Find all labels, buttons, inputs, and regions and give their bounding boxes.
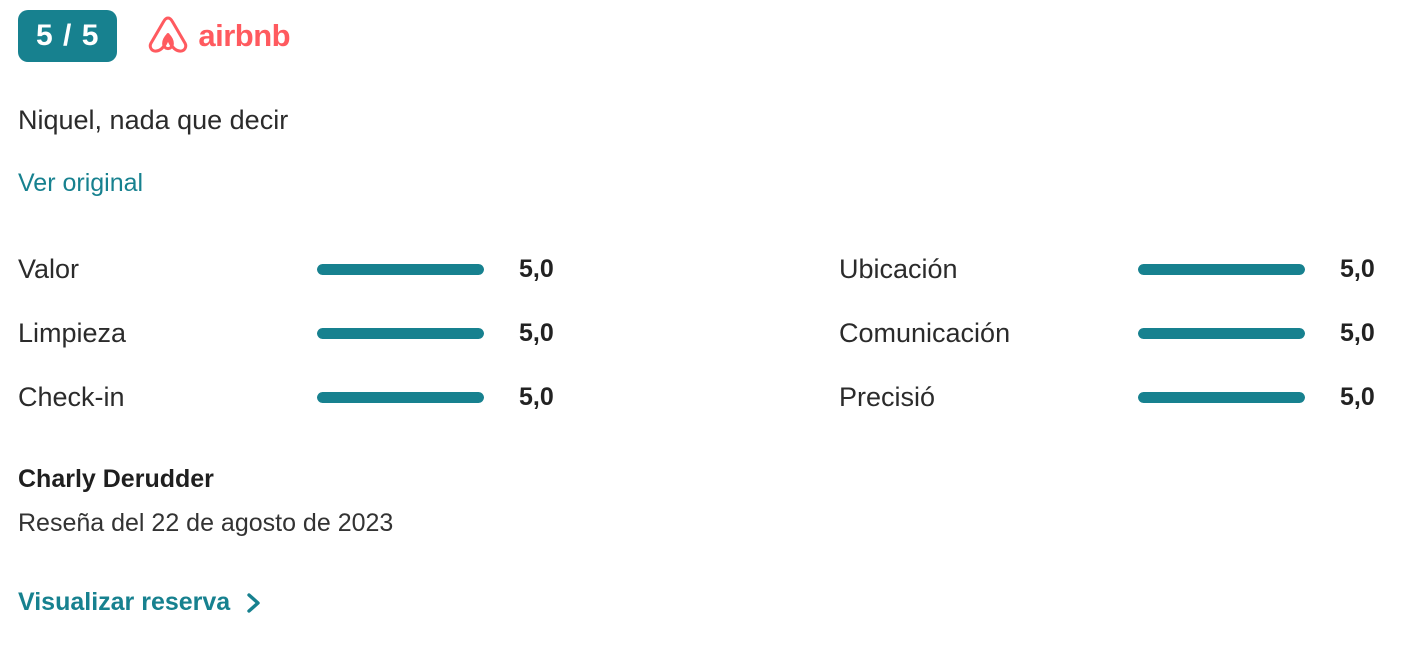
ratings-column-left: Valor 5,0 Limpieza 5,0 Check-in 5,0 — [18, 237, 554, 429]
rating-value: 5,0 — [1340, 382, 1375, 411]
airbnb-belo-icon — [147, 15, 189, 57]
airbnb-logo: airbnb — [147, 15, 291, 57]
rating-value: 5,0 — [1340, 254, 1375, 283]
rating-label: Comunicación — [839, 317, 1011, 348]
view-booking-label: Visualizar reserva — [18, 588, 231, 616]
chevron-right-icon — [245, 591, 262, 615]
ratings-column-right: Ubicación 5,0 Comunicación 5,0 Precisió … — [839, 237, 1376, 429]
rating-bar — [317, 391, 484, 403]
rating-label: Valor — [18, 253, 80, 284]
rating-row-limpieza: Limpieza 5,0 — [18, 301, 554, 365]
view-booking-link[interactable]: Visualizar reserva — [18, 588, 262, 617]
rating-value: 5,0 — [519, 254, 554, 283]
reviewer-name: Charly Derudder — [18, 465, 214, 493]
rating-row-checkin: Check-in 5,0 — [18, 365, 554, 429]
review-date: Reseña del 22 de agosto de 2023 — [18, 509, 394, 537]
rating-label: Limpieza — [18, 317, 127, 348]
rating-row-ubicacion: Ubicación 5,0 — [839, 237, 1376, 301]
rating-label: Check-in — [18, 381, 125, 412]
rating-bar — [1138, 263, 1305, 275]
review-title: Niquel, nada que decir — [18, 105, 289, 135]
rating-row-valor: Valor 5,0 — [18, 237, 554, 301]
rating-bar — [1138, 391, 1305, 403]
review-header: 5 / 5 airbnb — [18, 10, 1376, 62]
rating-value: 5,0 — [1340, 318, 1375, 347]
rating-label: Ubicación — [839, 253, 958, 284]
rating-label: Precisió — [839, 381, 936, 412]
ratings-grid: Valor 5,0 Limpieza 5,0 Check-in 5,0 — [18, 237, 1376, 429]
rating-row-precision: Precisió 5,0 — [839, 365, 1376, 429]
view-original-link[interactable]: Ver original — [18, 169, 144, 197]
score-badge: 5 / 5 — [18, 10, 118, 62]
rating-bar — [1138, 327, 1305, 339]
airbnb-wordmark: airbnb — [198, 18, 291, 53]
rating-value: 5,0 — [519, 318, 554, 347]
rating-bar — [317, 327, 484, 339]
rating-row-comunicacion: Comunicación 5,0 — [839, 301, 1376, 365]
rating-bar — [317, 263, 484, 275]
rating-value: 5,0 — [519, 382, 554, 411]
